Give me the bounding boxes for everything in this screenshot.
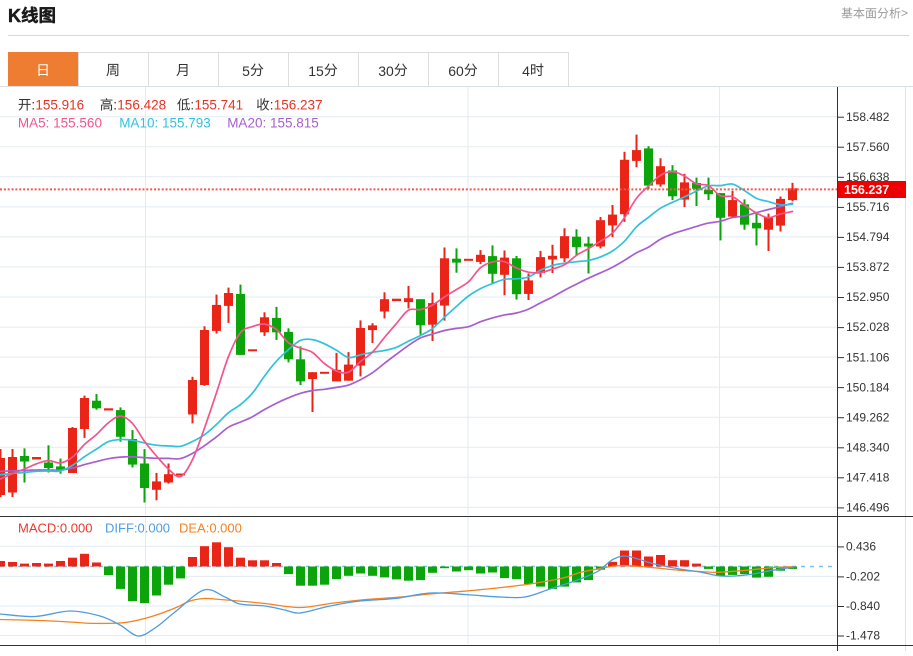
svg-text:153.872: 153.872	[846, 260, 890, 274]
svg-text:15: 15	[308, 63, 324, 79]
svg-text:147.418: 147.418	[846, 471, 890, 485]
svg-text:DEA:0.000: DEA:0.000	[179, 521, 242, 536]
svg-text::: :	[31, 98, 35, 113]
svg-text:152.028: 152.028	[846, 320, 890, 334]
svg-text:151.106: 151.106	[846, 350, 890, 364]
svg-text::: :	[113, 98, 117, 113]
svg-text:157.560: 157.560	[846, 140, 890, 154]
svg-text:K: K	[8, 6, 21, 26]
svg-text:MA5: 155.560: MA5: 155.560	[18, 116, 102, 131]
svg-text:154.794: 154.794	[846, 230, 890, 244]
svg-text:152.950: 152.950	[846, 290, 890, 304]
svg-text:148.340: 148.340	[846, 440, 890, 454]
svg-text:146.496: 146.496	[846, 501, 890, 515]
svg-text:150.184: 150.184	[846, 380, 890, 394]
svg-text:158.482: 158.482	[846, 110, 890, 124]
svg-text:-0.840: -0.840	[846, 599, 880, 613]
svg-text:MA20: 155.815: MA20: 155.815	[227, 116, 319, 131]
svg-text:MACD:0.000: MACD:0.000	[18, 521, 92, 536]
svg-text:155.716: 155.716	[846, 200, 890, 214]
svg-text:156.237: 156.237	[844, 183, 889, 197]
svg-text::: :	[270, 98, 274, 113]
svg-text:-1.478: -1.478	[846, 629, 880, 643]
svg-text:>: >	[901, 6, 908, 20]
svg-text:156.237: 156.237	[274, 98, 323, 113]
svg-text:60: 60	[448, 63, 464, 79]
svg-text:156.428: 156.428	[117, 98, 166, 113]
svg-text:MA10: 155.793: MA10: 155.793	[119, 116, 211, 131]
svg-text:149.262: 149.262	[846, 410, 890, 424]
svg-text:DIFF:0.000: DIFF:0.000	[105, 521, 170, 536]
svg-text:0.436: 0.436	[846, 540, 876, 554]
svg-text:5: 5	[242, 63, 250, 79]
svg-text:156.638: 156.638	[846, 170, 890, 184]
svg-text:155.916: 155.916	[35, 98, 84, 113]
svg-text::: :	[190, 98, 194, 113]
svg-text:4: 4	[522, 63, 530, 79]
svg-text:30: 30	[378, 63, 394, 79]
svg-text:155.741: 155.741	[194, 98, 243, 113]
svg-text:-0.202: -0.202	[846, 570, 880, 584]
